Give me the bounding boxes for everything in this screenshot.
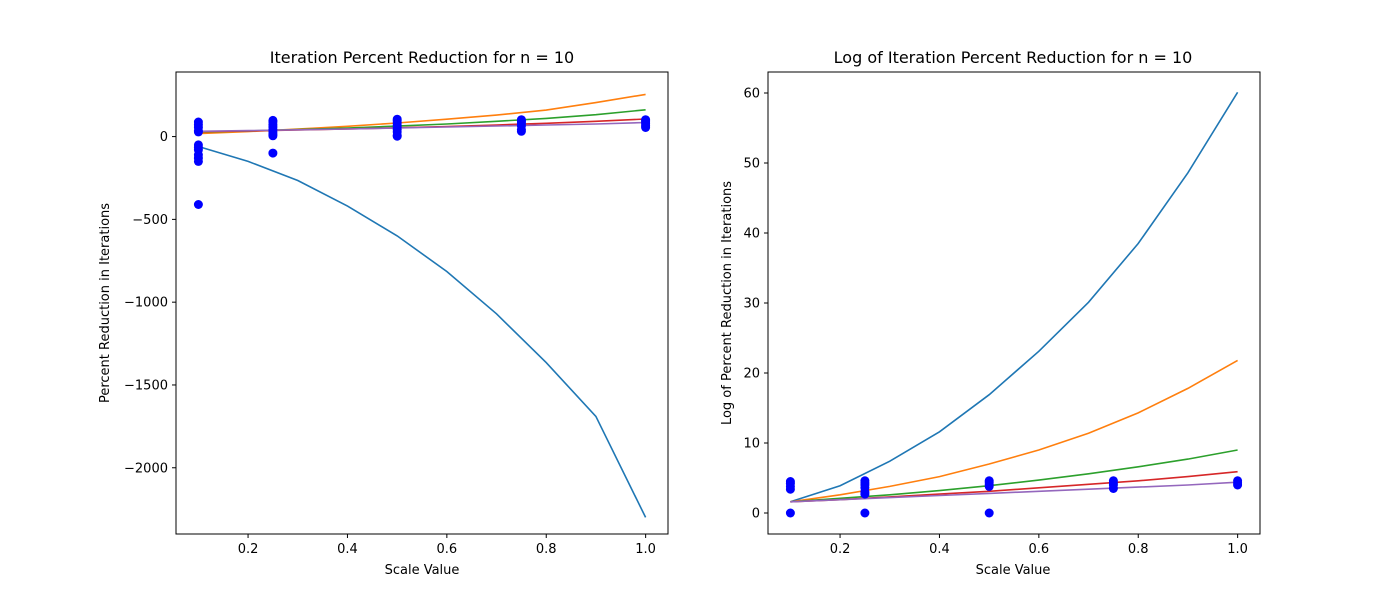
data-point xyxy=(268,148,278,158)
y-tick-label: −1000 xyxy=(124,296,168,311)
plot-log-iteration-percent-reduction: Log of Iteration Percent Reduction for n… xyxy=(720,48,1261,578)
data-point xyxy=(785,508,795,518)
x-tick-label: 0.6 xyxy=(1029,542,1050,557)
x-axis-label: Scale Value xyxy=(385,563,460,578)
data-point xyxy=(984,481,994,491)
axes-frame xyxy=(767,71,1261,535)
y-tick-label: 60 xyxy=(743,87,760,102)
data-point xyxy=(193,127,203,137)
x-tick-label: 1.0 xyxy=(1227,542,1248,557)
y-tick-label: −1500 xyxy=(124,378,168,393)
data-point xyxy=(641,123,651,132)
y-axis-label: Percent Reduction in Iterations xyxy=(98,203,113,403)
tick-layer: 0.2 0.4 0.6 0.8 1.0 0 10 20 30 40 50 60 xyxy=(743,87,1248,558)
x-axis-label: Scale Value xyxy=(976,563,1051,578)
series-line-2 xyxy=(790,359,1238,503)
y-tick-label: 40 xyxy=(743,227,760,242)
y-axis-label: Log of Percent Reduction in Iterations xyxy=(720,181,735,425)
chart-title: Log of Iteration Percent Reduction for n… xyxy=(834,48,1193,67)
data-point xyxy=(193,200,203,209)
data-point xyxy=(268,131,278,141)
x-tick-label: 0.8 xyxy=(536,542,557,557)
y-tick-label: −2000 xyxy=(124,461,168,476)
x-tick-label: 0.2 xyxy=(238,542,259,557)
data-point xyxy=(860,489,870,499)
data-point xyxy=(1233,480,1243,490)
y-tick-label: −500 xyxy=(132,213,168,228)
data-point xyxy=(984,508,994,518)
series-line-1 xyxy=(790,91,1239,503)
y-tick-label: 0 xyxy=(752,507,760,522)
series-line-1 xyxy=(198,145,647,518)
x-tick-label: 0.4 xyxy=(929,542,950,557)
scatter-layer xyxy=(785,476,1243,518)
data-point xyxy=(392,131,402,141)
series-line-5 xyxy=(198,121,646,133)
plot-iteration-percent-reduction: Iteration Percent Reduction for n = 10 S… xyxy=(98,48,669,578)
data-point xyxy=(193,156,203,166)
x-tick-label: 0.2 xyxy=(830,542,851,557)
data-point xyxy=(785,484,795,494)
x-tick-label: 0.4 xyxy=(337,542,358,557)
series-layer xyxy=(198,93,647,518)
scatter-layer xyxy=(193,114,651,209)
y-tick-label: 10 xyxy=(743,437,760,452)
data-point xyxy=(1108,484,1118,493)
data-point xyxy=(516,126,526,136)
tick-layer: 0.2 0.4 0.6 0.8 1.0 −2000 −1500 −1000 −500 0 xyxy=(124,130,656,557)
x-tick-label: 0.8 xyxy=(1128,542,1149,557)
series-line-5 xyxy=(790,481,1238,503)
series-layer xyxy=(790,91,1239,503)
chart-title: Iteration Percent Reduction for n = 10 xyxy=(270,48,574,67)
data-point xyxy=(860,508,870,518)
axes-frame xyxy=(175,71,669,535)
y-tick-label: 30 xyxy=(743,297,760,312)
x-tick-label: 1.0 xyxy=(635,542,656,557)
y-tick-label: 0 xyxy=(160,130,168,145)
y-tick-label: 50 xyxy=(743,157,760,172)
y-tick-label: 20 xyxy=(743,367,760,382)
x-tick-label: 0.6 xyxy=(437,542,458,557)
